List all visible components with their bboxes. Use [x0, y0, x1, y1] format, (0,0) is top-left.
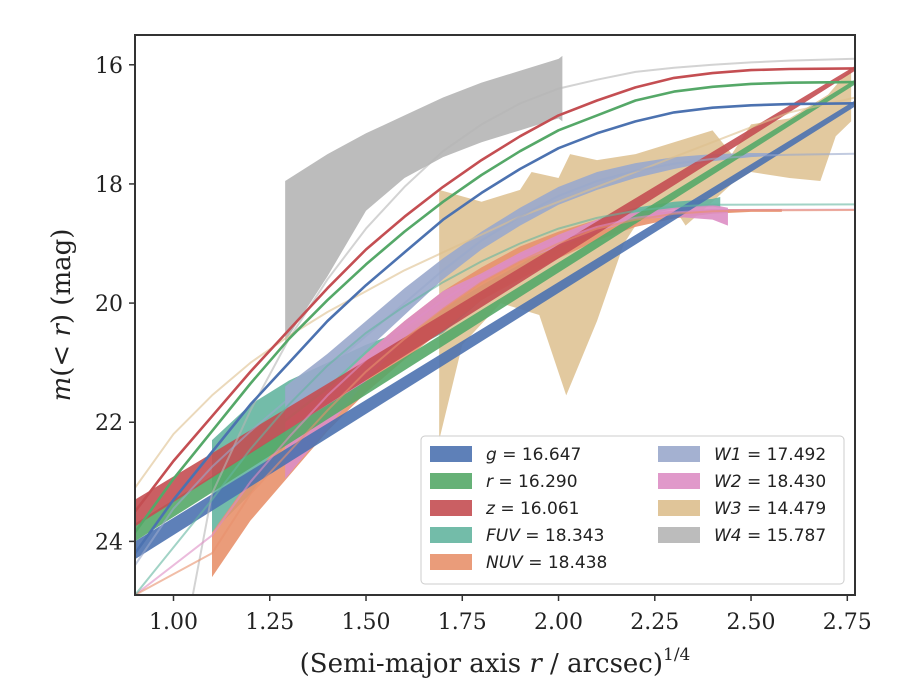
series-bands — [135, 55, 855, 578]
legend-label-g: g = 16.647 — [486, 445, 581, 465]
curve-nuv — [135, 209, 855, 595]
x-axis-ticks: 1.00 1.25 1.50 1.75 2.00 2.25 2.50 2.75 — [149, 595, 872, 635]
x-tick-label: 2.25 — [630, 610, 679, 635]
curve-r — [135, 80, 855, 534]
legend-swatch-w1 — [658, 446, 700, 462]
curve-z — [135, 67, 855, 513]
y-tick-label: 22 — [95, 411, 123, 436]
legend-swatch-fuv — [430, 527, 472, 543]
series-curves — [135, 57, 855, 595]
x-tick-label: 1.25 — [245, 610, 294, 635]
band-z — [135, 65, 855, 527]
legend-label-r: r = 16.290 — [486, 472, 578, 492]
legend-frame — [420, 435, 845, 585]
x-axis-title-superscript: 1/4 — [663, 645, 690, 665]
x-axis-title: (Semi-major axis r / arcsec)1/4 — [300, 645, 691, 679]
band-w1 — [285, 152, 778, 420]
y-tick-label: 16 — [95, 54, 123, 79]
legend-swatch-r — [430, 473, 472, 489]
y-tick-label: 24 — [95, 530, 123, 555]
y-tick-label: 18 — [95, 173, 123, 198]
legend-label-w4: W4 = 15.787 — [714, 526, 826, 546]
y-axis-title: m(< r) (mag) — [47, 229, 77, 402]
y-tick-label: 20 — [95, 292, 123, 317]
legend-swatch-nuv — [430, 554, 472, 570]
x-tick-label: 1.50 — [342, 610, 391, 635]
curve-w3 — [135, 96, 855, 489]
legend-label-w3: W3 = 14.479 — [714, 499, 826, 519]
curve-w1 — [135, 152, 855, 567]
curve-w2 — [135, 208, 855, 595]
legend: g = 16.647 r = 16.290 z = 16.061 FUV = 18.3… — [420, 435, 845, 585]
plot-frame — [134, 34, 856, 596]
legend-label-z: z = 16.061 — [485, 499, 579, 519]
curve-g — [135, 102, 855, 555]
legend-swatch-g — [430, 446, 472, 462]
curve-w4 — [191, 57, 855, 595]
y-axis-ticks: 16 18 20 22 24 — [95, 54, 135, 555]
legend-swatch-w3 — [658, 500, 700, 516]
x-tick-label: 2.75 — [823, 610, 872, 635]
x-tick-label: 1.00 — [149, 610, 198, 635]
band-w4 — [285, 55, 563, 342]
legend-swatch-w2 — [658, 473, 700, 489]
x-tick-label: 2.00 — [534, 610, 583, 635]
x-axis-title-var: r — [529, 649, 543, 679]
band-g — [135, 100, 855, 560]
legend-label-w1: W1 = 17.492 — [714, 445, 826, 465]
x-tick-label: 1.75 — [438, 610, 487, 635]
legend-swatch-z — [430, 500, 472, 516]
curve-fuv — [135, 203, 855, 595]
x-tick-label: 2.50 — [727, 610, 776, 635]
band-r — [135, 79, 855, 542]
legend-label-w2: W2 = 18.430 — [714, 472, 826, 492]
legend-label-fuv: FUV = 18.343 — [486, 526, 604, 546]
legend-swatch-w4 — [658, 527, 700, 543]
band-w3 — [439, 67, 852, 441]
legend-label-nuv: NUV = 18.438 — [486, 553, 607, 573]
